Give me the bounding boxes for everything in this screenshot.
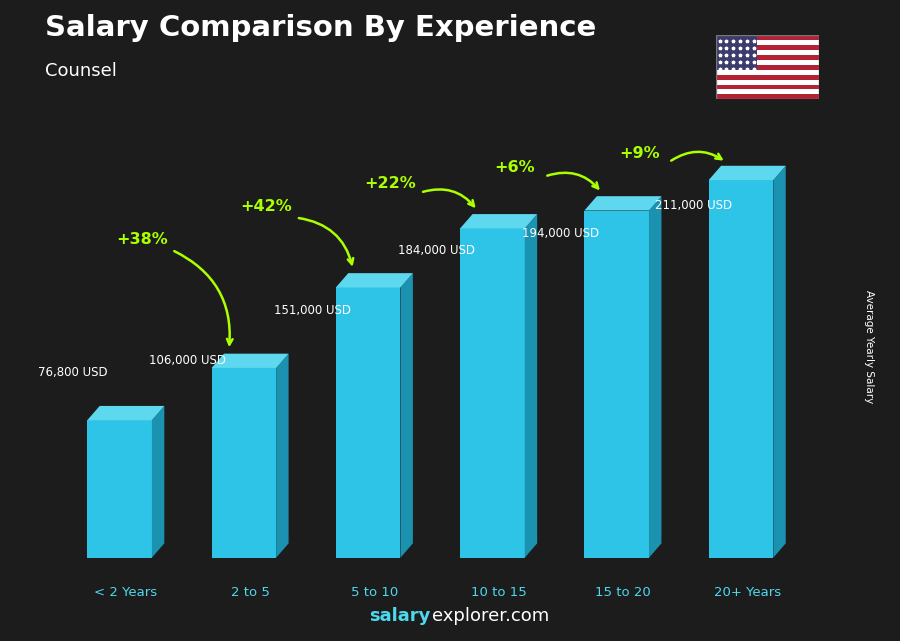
- Polygon shape: [87, 420, 152, 558]
- Polygon shape: [400, 273, 413, 558]
- Polygon shape: [212, 368, 276, 558]
- Text: 5 to 10: 5 to 10: [351, 587, 398, 599]
- Polygon shape: [708, 180, 773, 558]
- Text: +9%: +9%: [619, 146, 660, 161]
- Bar: [716, 40, 819, 45]
- Polygon shape: [584, 196, 662, 210]
- Bar: [716, 90, 819, 94]
- Polygon shape: [336, 287, 400, 558]
- Polygon shape: [708, 166, 786, 180]
- Text: Counsel: Counsel: [45, 62, 117, 80]
- Text: Average Yearly Salary: Average Yearly Salary: [863, 290, 874, 403]
- Text: Salary Comparison By Experience: Salary Comparison By Experience: [45, 13, 596, 42]
- Bar: [716, 60, 819, 65]
- Polygon shape: [525, 214, 537, 558]
- Polygon shape: [773, 166, 786, 558]
- Text: 10 to 15: 10 to 15: [471, 587, 526, 599]
- Text: 20+ Years: 20+ Years: [714, 587, 781, 599]
- Bar: [716, 50, 819, 55]
- Text: +38%: +38%: [116, 231, 167, 247]
- Text: +6%: +6%: [494, 160, 536, 175]
- Text: +42%: +42%: [240, 199, 292, 215]
- Text: explorer.com: explorer.com: [432, 607, 549, 625]
- Bar: [716, 65, 819, 70]
- Bar: [716, 35, 819, 40]
- Text: 211,000 USD: 211,000 USD: [655, 199, 733, 212]
- Bar: [716, 70, 819, 75]
- Polygon shape: [584, 210, 649, 558]
- Text: 151,000 USD: 151,000 USD: [274, 304, 351, 317]
- Bar: [716, 94, 819, 99]
- Text: 2 to 5: 2 to 5: [230, 587, 269, 599]
- Text: < 2 Years: < 2 Years: [94, 587, 158, 599]
- Bar: [716, 75, 819, 79]
- Text: +22%: +22%: [364, 176, 417, 191]
- Polygon shape: [152, 406, 165, 558]
- Text: 194,000 USD: 194,000 USD: [522, 227, 599, 240]
- Bar: [716, 35, 757, 70]
- Polygon shape: [460, 228, 525, 558]
- Polygon shape: [212, 354, 289, 368]
- Bar: [716, 45, 819, 50]
- Text: 15 to 20: 15 to 20: [595, 587, 651, 599]
- Polygon shape: [649, 196, 662, 558]
- Text: 106,000 USD: 106,000 USD: [149, 354, 227, 367]
- Bar: [716, 85, 819, 90]
- Polygon shape: [87, 406, 165, 420]
- Text: 184,000 USD: 184,000 USD: [398, 244, 475, 257]
- Bar: [716, 79, 819, 85]
- Polygon shape: [460, 214, 537, 228]
- Text: 76,800 USD: 76,800 USD: [38, 367, 107, 379]
- Polygon shape: [336, 273, 413, 287]
- Bar: [716, 55, 819, 60]
- Text: salary: salary: [369, 607, 430, 625]
- Polygon shape: [276, 354, 289, 558]
